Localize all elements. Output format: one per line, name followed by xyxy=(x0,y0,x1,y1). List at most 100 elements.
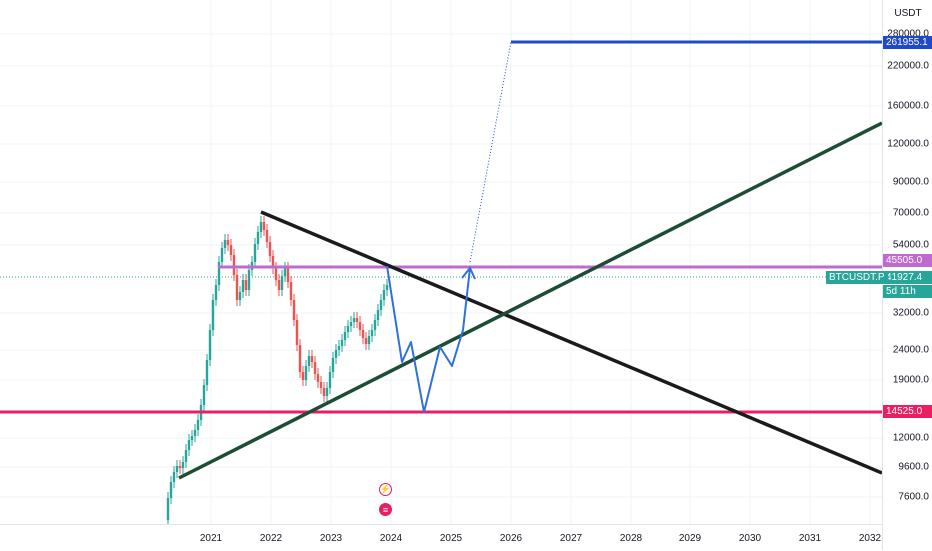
candle-body xyxy=(340,340,344,346)
candle-body xyxy=(274,268,278,280)
candle-body xyxy=(259,222,263,232)
price-axis[interactable]: USDT 280000.0 220000.0 160000.0 120000.0 900… xyxy=(882,0,932,550)
candle-body xyxy=(175,466,179,472)
candle-body xyxy=(166,498,170,520)
candle-body xyxy=(334,350,338,358)
candle-body xyxy=(184,450,188,462)
candle-body xyxy=(337,346,341,350)
time-tick-label: 2026 xyxy=(499,533,523,544)
candle-body xyxy=(289,282,293,300)
price-tick-label: 220000.0 xyxy=(887,60,929,72)
candle-body xyxy=(364,338,368,344)
candle-body xyxy=(181,462,185,468)
candle-body xyxy=(283,268,287,276)
price-tick-label: 160000.0 xyxy=(887,100,929,112)
projection-arrowhead xyxy=(461,266,476,280)
candle-body xyxy=(178,466,182,468)
candle-body xyxy=(379,300,383,310)
candle-body xyxy=(256,232,260,244)
candle-body xyxy=(346,326,350,332)
candle-body xyxy=(295,320,299,345)
candle-body xyxy=(220,248,224,262)
price-tick-label: 24000.0 xyxy=(892,344,929,356)
candle-body xyxy=(328,372,332,388)
candle-body xyxy=(373,320,377,330)
resistance-price-label: 45505.0 xyxy=(883,254,932,267)
time-tick-label: 2031 xyxy=(798,533,822,544)
price-tick-label: 19000.0 xyxy=(892,374,929,386)
candle-body xyxy=(382,290,386,300)
candle-body xyxy=(214,285,218,300)
candle-body xyxy=(172,472,176,482)
projection-dotted-line xyxy=(469,41,512,263)
price-tick-label: 32000.0 xyxy=(892,307,929,319)
candle-body xyxy=(244,280,248,290)
candle-body xyxy=(235,275,239,300)
candle-body xyxy=(385,285,389,290)
time-tick-label: 2029 xyxy=(678,533,702,544)
candle-body xyxy=(223,240,227,248)
candle-body xyxy=(376,310,380,320)
candle-body xyxy=(169,482,173,498)
candle-body xyxy=(316,374,320,382)
time-tick-label: 2028 xyxy=(619,533,643,544)
chart-canvas[interactable] xyxy=(0,0,882,524)
candle-body xyxy=(307,356,311,366)
candle-body xyxy=(277,280,281,290)
candle-body xyxy=(331,358,335,372)
candle-body xyxy=(280,276,284,290)
candle-body xyxy=(370,330,374,336)
candle-body xyxy=(196,420,200,430)
candle-body xyxy=(367,336,371,344)
price-tick-label: 12000.0 xyxy=(892,432,929,444)
candle-body xyxy=(217,262,221,285)
candle-body xyxy=(262,222,266,230)
time-axis[interactable]: 2021 2022 2023 2024 2025 2026 2027 2028 2029 2030… xyxy=(0,524,882,551)
candle-body xyxy=(247,270,251,290)
candle-body xyxy=(271,256,275,268)
price-tick-label: 9600.0 xyxy=(898,461,929,473)
candle-body xyxy=(358,322,362,330)
candle-body xyxy=(211,300,215,330)
candle-body xyxy=(187,440,191,450)
candle-body xyxy=(253,244,257,262)
candle-body xyxy=(298,345,302,372)
candle-body xyxy=(205,360,209,385)
descending-trendline xyxy=(260,210,882,475)
price-tick-label: 120000.0 xyxy=(887,138,929,150)
time-tick-label: 2023 xyxy=(319,533,343,544)
candle-body xyxy=(190,436,194,440)
lightning-event-icon[interactable]: ⚡ xyxy=(379,483,392,496)
plot-area[interactable]: ⚡ ≡ xyxy=(0,0,882,524)
time-tick-label: 2030 xyxy=(738,533,762,544)
time-tick-label: 2021 xyxy=(199,533,223,544)
candle-body xyxy=(202,385,206,405)
candle-body xyxy=(310,356,314,362)
candle-body xyxy=(226,240,230,245)
projection-path xyxy=(386,265,471,413)
candle-body xyxy=(319,382,323,388)
price-tick-label: 280000.0 xyxy=(887,28,929,40)
target-price-label: 261955.1 xyxy=(883,36,932,49)
time-tick-label: 2032 xyxy=(858,533,882,544)
time-tick-label: 2025 xyxy=(439,533,463,544)
time-tick-label: 2022 xyxy=(259,533,283,544)
candle-body xyxy=(355,318,359,322)
candle-body xyxy=(193,430,197,436)
candle-body xyxy=(301,372,305,380)
candle-body xyxy=(322,388,326,396)
candle-body xyxy=(292,300,296,320)
price-tick-label: 7600.0 xyxy=(898,491,929,503)
candle-body xyxy=(265,230,269,242)
candle-body xyxy=(325,388,329,396)
support-price-label: 14525.0 xyxy=(883,405,932,418)
countdown-label: 5d 11h xyxy=(883,285,932,298)
candle-body xyxy=(343,332,347,340)
ascending-trendline xyxy=(178,121,882,480)
price-tick-label: 70000.0 xyxy=(892,207,929,219)
candle-body xyxy=(268,242,272,256)
candle-body xyxy=(361,330,365,338)
us-flag-event-icon[interactable]: ≡ xyxy=(379,503,392,516)
candle-body xyxy=(352,318,356,322)
